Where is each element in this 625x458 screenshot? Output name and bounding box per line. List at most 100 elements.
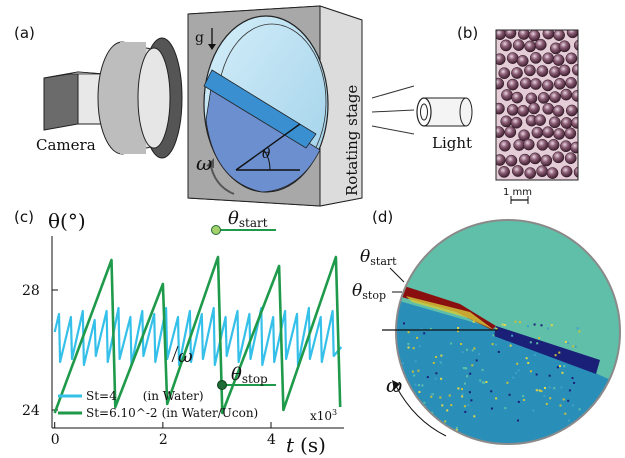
speckle [495,343,498,346]
speckle [409,400,412,403]
speckle [430,395,433,398]
bead [570,141,578,154]
speckle [538,337,541,339]
speckle [471,364,474,367]
bead [496,154,506,166]
bead [496,53,506,66]
bead [564,152,577,165]
speckle [517,400,520,403]
speckle [421,384,424,387]
speckle [564,341,567,343]
speckle [538,389,541,392]
bead [498,67,511,80]
bead [547,139,560,151]
bead [566,30,578,39]
bead [511,67,523,79]
bead [553,128,565,140]
bead [534,38,547,51]
bead [553,77,566,90]
speckle [469,372,472,375]
bead [560,165,573,178]
theta-stop-marker [217,380,276,390]
speckle [508,393,511,396]
speckle [481,368,484,371]
x-multiplier: x103 [310,408,337,423]
speckle [418,384,420,387]
speckle [444,420,447,423]
speckle [560,386,563,389]
panel-label-a: (a) [14,24,35,42]
speckle [549,397,552,400]
speckle [406,398,409,401]
speckle [485,381,488,383]
bead [571,116,578,129]
speckle [546,327,549,330]
speckle [440,377,443,380]
speckle [403,322,405,325]
speckle [522,399,525,401]
speckle [483,381,485,384]
speckle [506,381,509,384]
bead [573,39,578,51]
bead [565,104,578,117]
bead [498,166,510,178]
bead [500,115,513,128]
series-line-ucon [53,255,342,415]
bead [558,40,571,53]
speckle [559,365,561,368]
speckle [515,372,517,375]
speckle [446,409,449,412]
bead [525,92,538,105]
bead [560,117,573,129]
speckle [475,359,478,362]
speckle [411,370,414,373]
speckle [414,383,417,386]
speckle [540,324,543,327]
speckle [419,410,422,413]
bead [506,78,519,91]
speckle [492,334,495,337]
speckle [457,327,460,329]
speckle [441,404,444,407]
bead [542,52,555,65]
bead [496,102,505,115]
speckle [435,372,438,375]
speckle [457,387,460,390]
speckle [516,362,519,365]
speckle [481,381,484,384]
speckle [404,422,407,424]
series-line-water [53,306,343,367]
speckle [495,327,498,330]
speckle [467,404,470,407]
speckle [517,419,519,422]
bead [553,30,565,41]
speckle [466,348,468,351]
scale-bar [510,196,529,204]
speckle [514,320,517,323]
bead [548,116,561,129]
speckle [511,334,514,337]
speckle [407,346,410,349]
bead [522,138,535,151]
legend-item-water: St=4 (in Water) [86,389,204,403]
speckle [432,361,435,364]
speckle [426,376,429,379]
theta-label-a: θ [262,146,271,162]
speckle [554,354,557,357]
bead [529,152,541,165]
speckle [479,379,482,382]
speckle [465,367,468,370]
speckle [519,321,521,324]
panel-label-c: (c) [14,208,34,226]
plot-axes [51,236,344,429]
speckle [532,409,535,412]
speckle [468,391,471,394]
speckle [435,356,438,358]
speckle [561,371,564,374]
panel-label-d: (d) [372,208,393,226]
speckle [545,402,548,405]
speckle [455,429,458,431]
speckle [402,362,405,365]
speckle [567,342,569,344]
